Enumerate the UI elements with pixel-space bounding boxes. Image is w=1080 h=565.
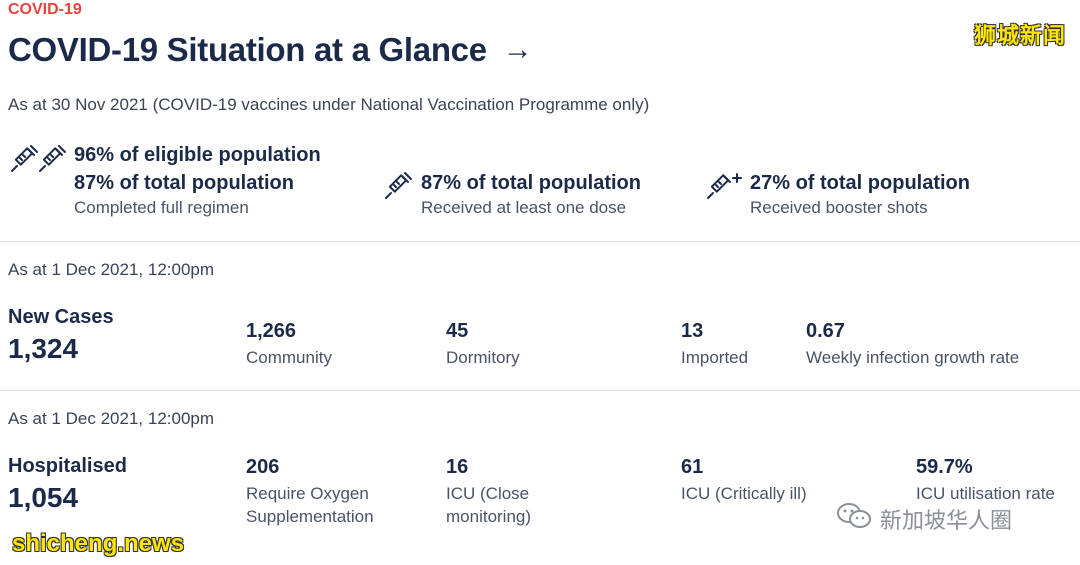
growth-rate-label: Weekly infection growth rate [806, 348, 1020, 367]
syringe-plus-icon [704, 170, 744, 202]
wechat-watermark: 新加坡华人圈 [836, 502, 1012, 536]
arrow-right-icon: → [502, 33, 533, 66]
vaccination-as-of: As at 30 Nov 2021 (COVID-19 vaccines und… [8, 95, 650, 114]
syringe-icon [382, 170, 416, 202]
cases-as-of: As at 1 Dec 2021, 12:00pm [8, 260, 215, 279]
booster-caption: Received booster shots [750, 198, 928, 217]
oxygen-label: Require Oxygen Supplementation [246, 484, 374, 526]
full-regimen-eligible: 96% of eligible population [74, 144, 321, 166]
double-syringe-icon [8, 143, 70, 175]
page-title: COVID-19 Situation at a Glance [8, 31, 487, 68]
watermark-bottom: shicheng.news [12, 530, 185, 557]
growth-rate-value: 0.67 [806, 320, 845, 342]
new-cases-label: New Cases [8, 306, 114, 328]
dormitory-value: 45 [446, 320, 469, 342]
icu-close-value: 16 [446, 456, 469, 478]
icu-critical-value: 61 [681, 456, 704, 478]
imported-label: Imported [681, 348, 749, 367]
community-label: Community [246, 348, 332, 367]
icu-critical-label: ICU (Critically ill) [681, 484, 807, 503]
dormitory-label: Dormitory [446, 348, 520, 367]
wechat-icon [836, 502, 872, 536]
icu-utilisation-value: 59.7% [916, 456, 973, 478]
one-dose-caption: Received at least one dose [421, 198, 627, 217]
oxygen-value: 206 [246, 456, 280, 478]
watermark-top: 狮城新闻 [973, 23, 1066, 48]
icu-close-label: ICU (Close monitoring) [446, 484, 532, 526]
hospitalised-total: 1,054 [8, 482, 79, 513]
full-regimen-caption: Completed full regimen [74, 198, 249, 217]
imported-value: 13 [681, 320, 704, 342]
wechat-text: 新加坡华人圈 [880, 508, 1013, 533]
page-title-link[interactable]: COVID-19 Situation at a Glance → [8, 31, 533, 69]
one-dose-total: 87% of total population [421, 172, 641, 194]
hospitalised-label: Hospitalised [8, 455, 127, 477]
new-cases-total: 1,324 [8, 333, 79, 364]
section-divider [0, 241, 1080, 242]
eyebrow-label: COVID-19 [8, 1, 82, 18]
booster-total: 27% of total population [750, 172, 970, 194]
community-value: 1,266 [246, 320, 297, 342]
section-divider [0, 390, 1080, 391]
icu-utilisation-label: ICU utilisation rate [916, 484, 1055, 503]
full-regimen-total: 87% of total population [74, 172, 294, 194]
hospital-as-of: As at 1 Dec 2021, 12:00pm [8, 409, 215, 428]
